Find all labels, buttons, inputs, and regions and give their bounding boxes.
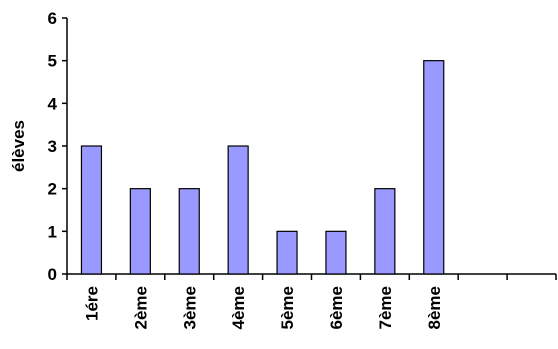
x-tick-label: 5ème [278,286,297,329]
x-tick-label: 7ème [376,286,395,329]
x-tick-label: 6ème [327,286,346,329]
y-tick-label: 5 [48,52,57,71]
x-tick-label: 4ème [229,286,248,329]
x-tick-label: 3ème [180,286,199,329]
y-tick-label: 4 [48,94,58,113]
bar-7ème [374,188,396,275]
x-tick-label: 8ème [425,286,444,329]
y-axis-title: élèves [9,120,28,172]
bar-5ème [276,230,298,275]
y-tick-label: 0 [48,265,57,284]
y-tick-label: 6 [48,9,57,28]
chart-marks: 0 1 2 3 4 5 6 1ére 2ème 3ème 4ème 5ème 6ème 7ème 8ème [48,9,557,329]
y-tick-label: 1 [48,222,57,241]
bar-6ème [325,230,347,275]
bar-2ème [129,188,151,275]
bar-4ème [227,145,249,275]
x-tick-label: 1ére [82,286,101,321]
bar-3ème [178,188,200,275]
bar-1ére [80,145,103,275]
y-tick-label: 2 [48,180,57,199]
bar-8ème [423,60,445,275]
y-tick-label: 3 [48,137,57,156]
x-tick-label: 2ème [131,286,150,329]
